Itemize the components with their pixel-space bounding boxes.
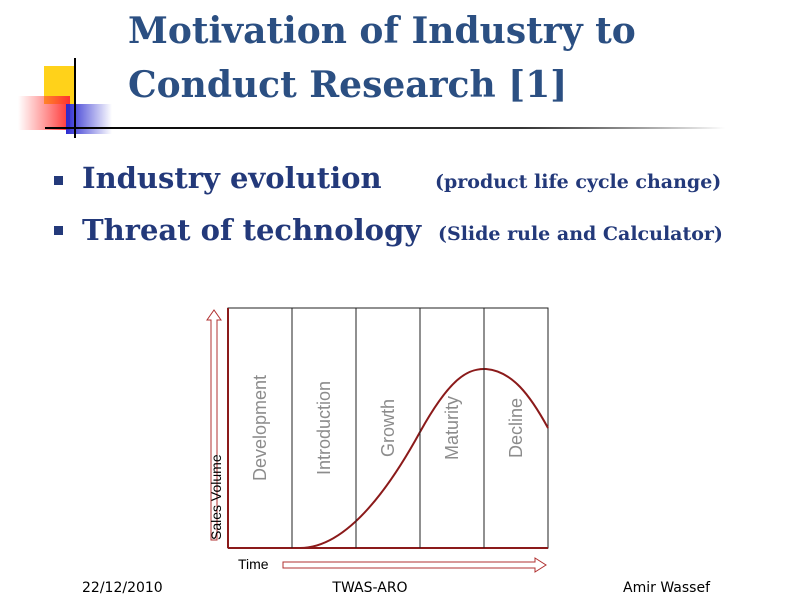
footer-author: Amir Wassef <box>623 580 711 596</box>
stage-label: Decline <box>506 398 526 458</box>
bullet-text: Threat of technology <box>82 213 422 247</box>
title-line: Conduct Research [1] <box>128 64 567 106</box>
bullet-note: (Slide rule and Calculator) <box>438 223 723 245</box>
bullet-note: (product life cycle change) <box>435 171 721 193</box>
life-cycle-diagram: Sales Volume Time Development Introductio… <box>206 307 549 573</box>
x-arrow <box>282 557 547 573</box>
y-arrow <box>206 309 222 541</box>
stage-label: Growth <box>378 399 398 457</box>
bullet-marker <box>54 226 63 235</box>
footer-date: 22/12/2010 <box>82 580 163 596</box>
stage-label: Introduction <box>314 381 334 475</box>
logo <box>18 58 725 138</box>
stage-label: Development <box>250 375 270 481</box>
y-axis-label: Sales Volume <box>208 454 224 540</box>
x-axis-label: Time <box>238 556 269 572</box>
sales-curve <box>299 367 549 549</box>
title-line: Motivation of Industry to <box>128 10 636 52</box>
bullet-marker <box>54 176 63 185</box>
footer-center: TWAS-ARO <box>331 580 407 596</box>
bullet-text: Industry evolution <box>82 161 382 195</box>
stage-label: Maturity <box>442 396 462 460</box>
